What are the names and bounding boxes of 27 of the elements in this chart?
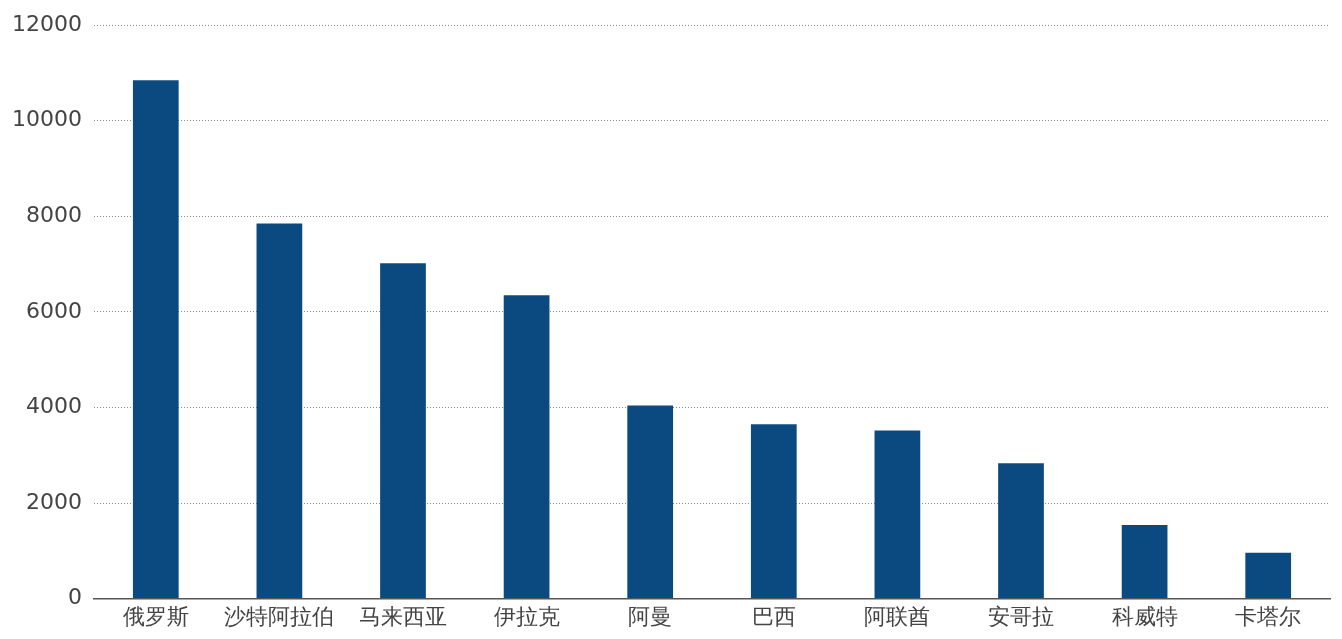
y-tick-label: 6000: [25, 297, 82, 323]
x-tick-label: 卡塔尔: [1235, 603, 1302, 629]
bar: [998, 463, 1044, 599]
x-tick-label: 沙特阿拉伯: [224, 603, 335, 629]
bar: [1245, 552, 1292, 599]
y-tick-label: 12000: [11, 10, 82, 36]
x-tick-label: 阿联酋: [864, 603, 931, 629]
bar: [132, 80, 179, 599]
bar: [380, 263, 426, 599]
y-tick-label: 4000: [25, 393, 82, 419]
bar: [1121, 525, 1168, 599]
bar: [627, 405, 674, 599]
bar: [874, 430, 921, 599]
x-tick-label: 阿曼: [628, 603, 673, 629]
y-tick-label: 8000: [25, 202, 82, 228]
y-tick-label: 10000: [11, 106, 82, 132]
x-tick-label: 马来西亚: [358, 603, 447, 629]
x-tick-label: 科威特: [1111, 603, 1178, 629]
x-tick-label: 伊拉克: [493, 603, 560, 629]
y-tick-label: 2000: [25, 488, 82, 514]
x-tick-label: 俄罗斯: [122, 603, 189, 629]
x-tick-label: 安哥拉: [988, 603, 1054, 629]
bar: [750, 424, 797, 599]
y-tick-label: 0: [67, 584, 82, 610]
bar: [503, 295, 550, 599]
bar: [256, 223, 303, 599]
x-tick-label: 巴西: [751, 603, 796, 629]
